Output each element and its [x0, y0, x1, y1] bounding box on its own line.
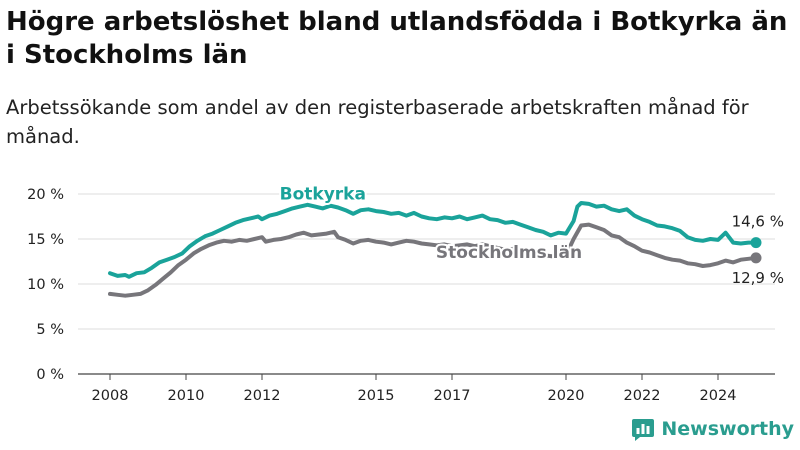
series-name-label: Stockholms län	[436, 243, 582, 263]
x-tick-label: 2022	[624, 388, 661, 404]
series-name-label: Botkyrka	[280, 184, 366, 204]
end-point-0	[750, 237, 762, 249]
axes: 0 % 5 % 10 % 15 % 20 % 2008 2010 2012 2015 2017 20…	[27, 187, 736, 404]
series-line-0	[108, 201, 758, 279]
grid-lines	[78, 193, 775, 375]
end-value-label: 14,6 %	[732, 213, 784, 231]
y-tick-label: 20 %	[27, 187, 64, 203]
y-tick-label: 0 %	[36, 367, 64, 383]
end-point-1	[750, 252, 762, 264]
x-tick-label: 2024	[700, 388, 737, 404]
series-lines	[108, 201, 762, 298]
x-tick-label: 2020	[548, 388, 585, 404]
chart-subtitle: Arbetssökande som andel av den registerb…	[6, 96, 749, 148]
x-tick-label: 2012	[244, 388, 281, 404]
series-line-1	[108, 222, 758, 298]
y-tick-label: 10 %	[27, 277, 64, 293]
x-tick-label: 2015	[358, 388, 395, 404]
y-tick-label: 5 %	[36, 322, 64, 338]
newsworthy-logo-icon	[632, 419, 655, 441]
x-tick-label: 2008	[92, 388, 129, 404]
x-tick-label: 2017	[434, 388, 471, 404]
end-value-label: 12,9 %	[732, 269, 784, 287]
newsworthy-brand[interactable]: Newsworthy	[631, 416, 794, 442]
y-tick-label: 15 %	[27, 232, 64, 248]
chart-title: Högre arbetslöshet bland utlandsfödda i …	[6, 7, 788, 70]
newsworthy-brand-text: Newsworthy	[661, 418, 794, 440]
x-tick-label: 2010	[168, 388, 205, 404]
chart-labels: 14,6 % 12,9 % Botkyrka Stockholms län	[278, 182, 784, 287]
